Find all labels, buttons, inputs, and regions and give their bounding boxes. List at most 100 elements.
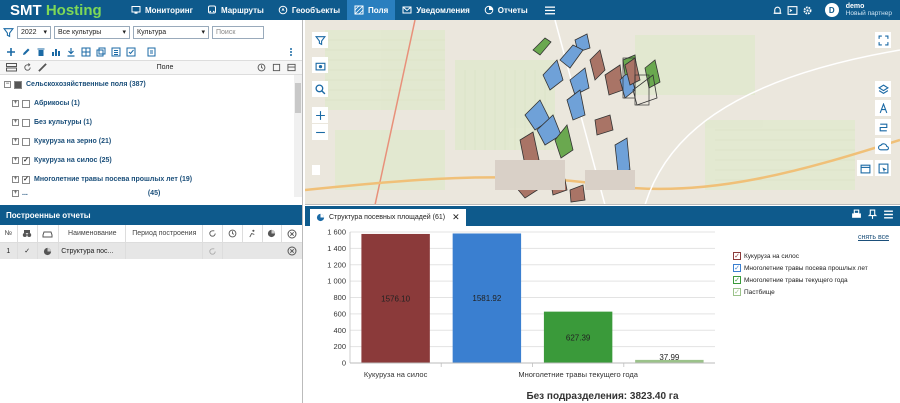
zoom-slider-handle[interactable] (312, 165, 320, 175)
map-weather-button[interactable] (875, 138, 891, 154)
export-icon[interactable] (147, 47, 157, 57)
gear-icon[interactable] (802, 5, 813, 16)
expand-icon[interactable]: + (12, 189, 19, 197)
filter-icon[interactable] (3, 27, 14, 38)
rows-icon[interactable] (883, 209, 894, 220)
binoculars-icon[interactable] (18, 225, 38, 242)
map-layers-button[interactable] (875, 81, 891, 97)
tree-item-checkbox[interactable] (22, 137, 30, 146)
table-row[interactable]: 1 ✓ Структура пос... (0, 243, 302, 259)
tree-scrollbar[interactable] (294, 75, 302, 197)
map-select-button[interactable] (875, 160, 891, 176)
header-period[interactable]: Период построения (126, 225, 204, 242)
map-search-button[interactable] (312, 81, 328, 97)
map-measure-button[interactable] (875, 100, 891, 116)
reset-selection-link[interactable]: снять все (858, 234, 889, 241)
tree-item-checkbox-checked[interactable]: ✓ (22, 156, 30, 165)
tree-root[interactable]: − Сельскохозяйственные поля (387) (0, 75, 302, 94)
pie-icon[interactable] (263, 225, 283, 242)
legend-checkbox[interactable]: ✓ (733, 276, 741, 284)
nav-notifications[interactable]: Уведомления (395, 0, 477, 20)
close-icon[interactable]: ✕ (452, 212, 460, 222)
refresh-icon[interactable] (203, 243, 224, 259)
tree-item-checkbox[interactable] (22, 118, 30, 127)
fullscreen-button[interactable] (875, 32, 891, 48)
nav-reports[interactable]: Отчеты (477, 0, 535, 20)
legend-item[interactable]: ✓ Многолетние травы посева прошлых лет (733, 262, 898, 274)
tree-item[interactable]: + Кукуруза на зерно (21) (0, 132, 302, 151)
ruler-icon[interactable] (38, 63, 47, 72)
expand-icon[interactable]: + (12, 119, 19, 126)
share-icon[interactable] (272, 63, 281, 72)
add-icon[interactable] (6, 47, 16, 57)
bar[interactable] (452, 233, 522, 363)
bar[interactable] (543, 311, 613, 363)
expand-icon[interactable]: + (12, 100, 19, 107)
map-view[interactable] (305, 20, 900, 205)
avatar[interactable]: D (824, 3, 839, 17)
row-checkbox[interactable]: ✓ (18, 243, 38, 259)
refresh-icon[interactable] (23, 63, 32, 72)
legend-checkbox[interactable]: ✓ (733, 288, 741, 296)
tree-item[interactable]: + ✓ Многолетние травы посева прошлых лет… (0, 170, 302, 189)
scrollbar-thumb[interactable] (295, 83, 301, 113)
car-icon[interactable] (38, 225, 60, 242)
history-icon[interactable] (257, 63, 266, 72)
hamburger-menu-icon[interactable] (543, 0, 557, 20)
chart-bar-icon[interactable] (51, 47, 61, 57)
tree-item[interactable]: + Абрикосы (1) (0, 94, 302, 113)
grid-icon[interactable] (81, 47, 91, 57)
legend-checkbox[interactable]: ✓ (733, 264, 741, 272)
refresh-icon[interactable] (203, 225, 224, 242)
zoom-in-button[interactable] (312, 107, 328, 123)
nav-fields[interactable]: Поля (347, 0, 396, 20)
column-field-header[interactable]: Поле (156, 64, 174, 71)
delete-icon[interactable] (36, 47, 46, 57)
expand-icon[interactable]: + (12, 157, 19, 164)
map-route-button[interactable] (875, 119, 891, 135)
legend-item[interactable]: ✓ Кукуруза на силос (733, 250, 898, 262)
run-icon[interactable] (243, 225, 263, 242)
search-input[interactable]: Поиск (212, 25, 264, 39)
terminal-icon[interactable] (787, 5, 798, 16)
tree-root-checkbox[interactable] (14, 80, 22, 89)
download-icon[interactable] (66, 47, 76, 57)
user-info[interactable]: demo Новый партнер (846, 3, 892, 17)
expand-icon[interactable]: + (12, 176, 19, 183)
crop-select[interactable]: Все культуры ▾ (54, 25, 130, 39)
group-by-select[interactable]: Культура ▾ (133, 25, 209, 39)
year-select[interactable]: 2022 ▾ (17, 25, 51, 39)
nav-geoobjects[interactable]: Геообъекты (271, 0, 347, 20)
tree-item-checkbox[interactable] (22, 99, 30, 108)
nav-routes[interactable]: Маршруты (200, 0, 271, 20)
map-canvas[interactable] (305, 20, 900, 205)
map-camera-button[interactable] (312, 57, 328, 73)
history-icon[interactable] (223, 225, 243, 242)
map-calendar-button[interactable] (857, 160, 873, 176)
tree-item[interactable]: + ✓ Кукуруза на силос (25) (0, 151, 302, 170)
legend-checkbox[interactable]: ✓ (733, 252, 741, 260)
layers-icon[interactable] (6, 63, 17, 72)
tree-item-checkbox-checked[interactable]: ✓ (22, 175, 30, 184)
legend-item[interactable]: ✓ Пастбище (733, 286, 898, 298)
more-vertical-icon[interactable] (286, 47, 296, 57)
zoom-out-button[interactable] (312, 124, 328, 140)
header-name[interactable]: Наименование (59, 225, 127, 242)
close-circle-icon[interactable] (282, 225, 302, 242)
tree-item[interactable]: + ... (45) (0, 189, 302, 197)
table-icon[interactable] (287, 63, 296, 72)
map-filter-button[interactable] (312, 32, 328, 48)
bar[interactable] (361, 233, 430, 363)
expand-icon[interactable]: + (12, 138, 19, 145)
copy-icon[interactable] (96, 47, 106, 57)
list-icon[interactable] (111, 47, 121, 57)
close-circle-icon[interactable] (223, 243, 302, 259)
tab-crop-structure[interactable]: Структура посевных площадей (61) ✕ (310, 209, 466, 226)
bar[interactable] (635, 359, 704, 363)
tree-item[interactable]: + Без культуры (1) (0, 113, 302, 132)
nav-monitoring[interactable]: Мониторинг (124, 0, 200, 20)
app-logo[interactable]: SMT Hosting (0, 2, 118, 19)
print-icon[interactable] (851, 209, 862, 220)
pin-icon[interactable] (867, 209, 878, 220)
legend-item[interactable]: ✓ Многолетние травы текущего года (733, 274, 898, 286)
